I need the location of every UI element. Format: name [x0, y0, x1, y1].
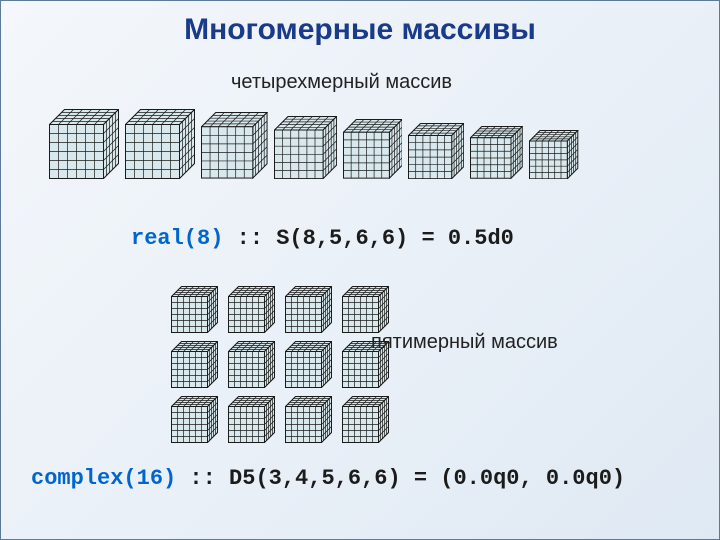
cube-3d — [171, 341, 218, 388]
cube-grid-row — [171, 341, 389, 388]
code-segment: complex(16) — [31, 466, 176, 491]
cube-grid-row — [171, 286, 389, 333]
cube-3d — [343, 119, 403, 179]
cube-3d — [285, 396, 332, 443]
code-segment: real(8) — [131, 226, 223, 251]
cube-3d — [342, 396, 389, 443]
code-real8: real(8) :: S(8,5,6,6) = 0.5d0 — [131, 226, 514, 251]
cube-3d — [228, 341, 275, 388]
code-complex16: complex(16) :: D5(3,4,5,6,6) = (0.0q0, 0… — [31, 466, 625, 491]
cube-3d — [171, 286, 218, 333]
cube-3d — [470, 126, 523, 179]
cube-3d — [529, 130, 578, 179]
cube-3d — [201, 112, 268, 179]
label-4d-array: четырехмерный массив — [231, 71, 452, 94]
cube-3d — [228, 396, 275, 443]
cube-3d — [285, 286, 332, 333]
cube-3d — [274, 116, 337, 179]
cube-3d — [228, 286, 275, 333]
five-d-cube-grid — [171, 286, 389, 451]
page-title: Многомерные массивы — [1, 1, 719, 47]
code-segment: :: D5(3,4,5,6,6) = (0.0q0, 0.0q0) — [176, 466, 625, 491]
label-5d-array: пятимерный массив — [371, 331, 558, 354]
cube-3d — [171, 396, 218, 443]
cube-3d — [285, 341, 332, 388]
cube-3d — [49, 109, 119, 179]
cube-grid-row — [171, 396, 389, 443]
cube-3d — [408, 123, 464, 179]
four-d-cube-row — [49, 109, 579, 179]
code-segment: :: S(8,5,6,6) = 0.5d0 — [223, 226, 513, 251]
cube-3d — [342, 286, 389, 333]
cube-3d — [125, 109, 195, 179]
